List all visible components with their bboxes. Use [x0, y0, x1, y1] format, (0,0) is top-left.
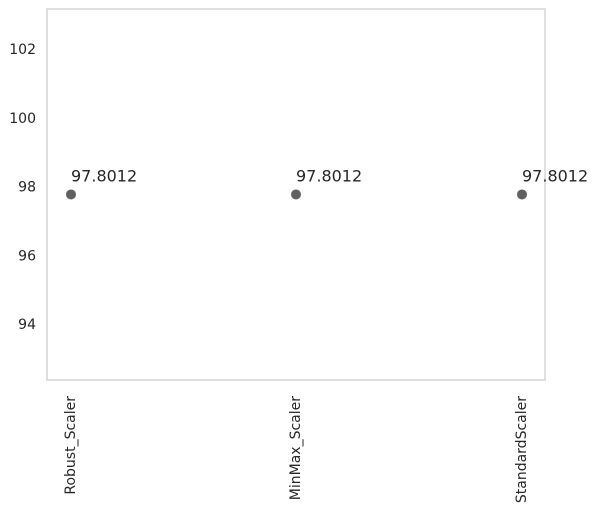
x-tick-label: StandardScaler: [514, 396, 530, 503]
x-axis: Robust_Scaler MinMax_Scaler StandardScaler: [63, 396, 530, 503]
data-labels: 97.8012 97.8012 97.8012: [71, 166, 588, 185]
plot-frame: [46, 8, 546, 381]
data-label: 97.8012: [71, 166, 137, 185]
y-tick-label: 94: [18, 317, 36, 333]
y-tick-label: 102: [9, 42, 36, 58]
y-axis: 94 96 98 100 102: [9, 42, 36, 333]
x-tick-label: Robust_Scaler: [63, 396, 79, 495]
data-label: 97.8012: [296, 166, 362, 185]
x-tick-label: MinMax_Scaler: [288, 396, 304, 500]
data-point: [517, 189, 527, 200]
data-label: 97.8012: [522, 166, 588, 185]
y-tick-label: 96: [18, 248, 36, 264]
y-tick-label: 98: [18, 180, 36, 196]
data-point: [66, 189, 76, 200]
data-point: [291, 189, 301, 200]
y-tick-label: 100: [9, 111, 36, 127]
data-points: [66, 189, 527, 200]
